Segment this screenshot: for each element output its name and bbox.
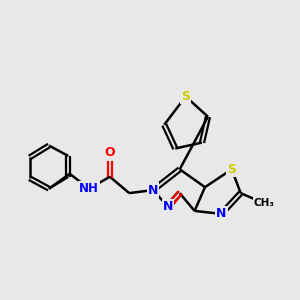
- Text: N: N: [216, 207, 226, 220]
- Text: S: S: [227, 163, 236, 176]
- Text: S: S: [181, 90, 190, 103]
- Text: N: N: [163, 200, 173, 213]
- Text: O: O: [105, 146, 115, 160]
- Text: N: N: [148, 184, 158, 196]
- Text: O: O: [161, 203, 172, 216]
- Text: CH₃: CH₃: [254, 199, 275, 208]
- Text: NH: NH: [79, 182, 99, 195]
